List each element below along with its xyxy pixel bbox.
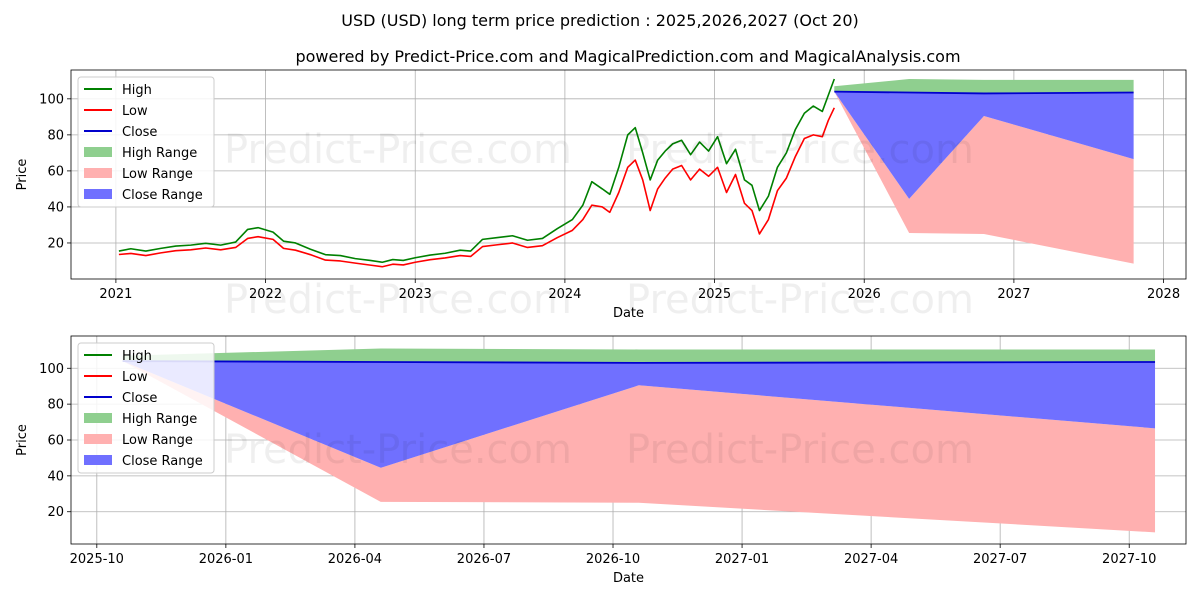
x-tick-label: 2022 [249, 287, 282, 302]
watermark-text: Predict-Price.com [626, 427, 974, 473]
legend-label-close-range: Close Range [122, 454, 203, 469]
legend-swatch-close-range [84, 189, 112, 199]
x-tick-label: 2026 [848, 287, 881, 302]
low-range-band [834, 91, 1134, 264]
y-tick-label: 40 [47, 469, 64, 484]
y-tick-label: 40 [47, 200, 64, 215]
history-panel: Predict-Price.com Predict-Price.com Predic… [15, 69, 1187, 323]
legend-label-low: Low [122, 370, 148, 385]
y-tick-label: 60 [47, 434, 64, 449]
y-tick-label: 100 [39, 92, 64, 107]
x-tick-label: 2027-07 [973, 552, 1027, 567]
legend: High Low Close High Range Low Range Close Ran… [77, 76, 215, 208]
high-range-band [834, 79, 1134, 94]
high-series-line [118, 78, 836, 264]
legend-label-high-range: High Range [122, 146, 197, 161]
x-axis-label: Date [613, 306, 644, 321]
x-axis-label: Date [613, 571, 644, 586]
close-range-band [834, 91, 1134, 199]
watermark-text: Predict-Price.com [626, 127, 974, 173]
y-tick-label: 80 [47, 398, 64, 413]
legend: High Low Close High Range Low Range Close Ran… [77, 342, 215, 474]
high-range-band [122, 348, 1156, 363]
x-tick-label: 2025-10 [70, 552, 124, 567]
x-tick-label: 2028 [1147, 287, 1180, 302]
legend-label-low: Low [122, 104, 148, 119]
x-tick-label: 2026-07 [457, 552, 511, 567]
legend-swatch-high-range [84, 147, 112, 157]
x-tick-label: 2027-04 [844, 552, 898, 567]
low-range-band [122, 361, 1156, 533]
chart-subtitle: powered by Predict-Price.com and Magical… [295, 47, 960, 66]
x-tick-label: 2027-01 [715, 552, 769, 567]
legend-swatch-low-range [84, 168, 112, 178]
close-forecast-line [122, 360, 1156, 364]
y-tick-label: 60 [47, 164, 64, 179]
legend-label-close: Close [122, 125, 157, 140]
x-tick-label: 2027-10 [1102, 552, 1156, 567]
y-tick-label: 20 [47, 505, 64, 520]
watermark-text: Predict-Price.com [626, 277, 974, 323]
low-series-line [118, 107, 836, 268]
legend-label-high-range: High Range [122, 412, 197, 427]
watermark-text: Predict-Price.com [224, 127, 572, 173]
y-tick-label: 100 [39, 362, 64, 377]
y-axis-label: Price [15, 424, 30, 456]
legend-swatch-low-range [84, 434, 112, 444]
legend-label-low-range: Low Range [122, 433, 193, 448]
legend-label-close-range: Close Range [122, 188, 203, 203]
y-axis-label: Price [15, 159, 30, 191]
legend-label-low-range: Low Range [122, 167, 193, 182]
x-tick-label: 2025 [698, 287, 731, 302]
x-tick-label: 2027 [997, 287, 1030, 302]
x-tick-label: 2026-10 [586, 552, 640, 567]
watermark-text: Predict-Price.com [224, 427, 572, 473]
x-tick-label: 2026-01 [199, 552, 253, 567]
forecast-panel: Predict-Price.com Predict-Price.com 2025-1… [15, 335, 1187, 586]
plot-frame [70, 69, 1187, 280]
legend-label-high: High [122, 83, 152, 98]
y-tick-label: 80 [47, 128, 64, 143]
legend-swatch-high-range [84, 413, 112, 423]
x-tick-label: 2023 [399, 287, 432, 302]
close-range-band [122, 361, 1156, 468]
close-forecast-line [834, 90, 1134, 95]
y-tick-label: 20 [47, 236, 64, 251]
x-tick-label: 2024 [548, 287, 581, 302]
x-tick-label: 2026-04 [328, 552, 382, 567]
legend-swatch-close-range [84, 455, 112, 465]
legend-label-close: Close [122, 391, 157, 406]
legend-label-high: High [122, 349, 152, 364]
watermark-text: Predict-Price.com [224, 277, 572, 323]
chart-title: USD (USD) long term price prediction : 2… [341, 11, 858, 30]
x-tick-label: 2021 [99, 287, 132, 302]
